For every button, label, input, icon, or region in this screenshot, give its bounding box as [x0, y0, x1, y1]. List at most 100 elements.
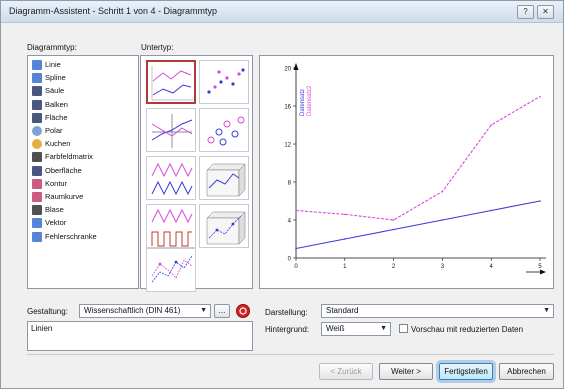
subtype-line-thumb[interactable] — [146, 60, 196, 104]
chart-type-item[interactable]: Polar — [32, 125, 136, 137]
subtype-step-thumb[interactable] — [146, 204, 196, 248]
series-point — [344, 238, 346, 240]
chart-type-item[interactable]: Linie — [32, 59, 136, 71]
chart-type-item[interactable]: Blase — [32, 204, 136, 216]
chart-type-label: Vektor — [45, 218, 67, 228]
chevron-down-icon: ▼ — [200, 307, 207, 314]
chevron-down-icon: ▼ — [543, 307, 550, 314]
series-point — [539, 200, 541, 202]
darstellung-label: Darstellung: — [265, 308, 308, 317]
gestaltung-more-button[interactable]: ... — [214, 304, 230, 318]
darstellung-value: Standard — [326, 306, 359, 315]
chart-type-label: Polar — [45, 126, 63, 135]
chart-type-item[interactable]: Oberfläche — [32, 165, 136, 177]
space-curve-icon — [32, 192, 42, 202]
chart-type-label: Säule — [45, 86, 65, 96]
subtype-dotted-line-thumb[interactable] — [146, 248, 196, 292]
close-button[interactable]: ✕ — [537, 5, 554, 19]
x-tick-label: 1 — [343, 264, 347, 270]
y-tick-label: 8 — [288, 181, 292, 187]
series-point — [539, 95, 541, 98]
subtype-3d-dots-thumb[interactable] — [199, 204, 249, 248]
series-point — [441, 190, 444, 193]
subtype-axes-thumb[interactable] — [146, 108, 196, 152]
x-tick-label: 0 — [294, 264, 298, 270]
surface-chart-icon — [32, 165, 42, 176]
y-tick-label: 4 — [288, 219, 292, 225]
window-title: Diagramm-Assistent - Schritt 1 von 4 - D… — [9, 6, 218, 16]
chart-type-item[interactable]: Fläche — [32, 112, 136, 124]
x-tick-label: 2 — [392, 264, 396, 270]
y-axis-arrow — [293, 63, 299, 70]
chart-type-item[interactable]: Balken — [32, 99, 136, 111]
chart-type-label: Diagrammtyp: — [27, 43, 77, 52]
chart-type-item[interactable]: Fehlerschranke — [32, 231, 136, 243]
hintergrund-select[interactable]: Weiß ▼ — [321, 322, 391, 336]
x-tick-label: 5 — [538, 264, 542, 270]
series-point — [392, 219, 395, 221]
hintergrund-label: Hintergrund: — [265, 325, 310, 334]
column-chart-icon — [32, 86, 42, 97]
finish-button[interactable]: Fertigstellen — [439, 363, 493, 380]
pie-chart-icon — [32, 139, 42, 150]
chart-type-label: Balken — [45, 99, 68, 109]
spline-chart-icon — [32, 73, 42, 84]
chart-type-label: Fläche — [45, 112, 68, 122]
chart-type-item[interactable]: Farbfeldmatrix — [32, 151, 136, 163]
error-bar-icon — [32, 231, 42, 242]
cancel-button[interactable]: Abbrechen — [499, 363, 554, 380]
series-line-2 — [295, 96, 541, 221]
area-chart-icon — [32, 112, 42, 123]
chart-preview: 0 4 8 12 16 20 0 1 2 3 4 5 Datensatz Datensatz2 — [259, 55, 554, 289]
subtype-dots-thumb[interactable] — [199, 60, 249, 104]
subtype-description: Linien — [27, 321, 253, 351]
chart-type-item[interactable]: Säule — [32, 85, 136, 97]
series-label: Datensatz — [300, 89, 306, 116]
series-point — [490, 209, 492, 212]
chart-type-label: Raumkurve — [45, 192, 84, 201]
title-bar: Diagramm-Assistent - Schritt 1 von 4 - D… — [1, 1, 563, 23]
chart-type-item[interactable]: Spline — [32, 72, 136, 84]
subtype-zigzag-thumb[interactable] — [146, 156, 196, 200]
gestaltung-label: Gestaltung: — [27, 307, 68, 316]
bubble-chart-icon — [32, 205, 42, 216]
chart-type-item[interactable]: Raumkurve — [32, 191, 136, 203]
chart-type-label: Linie — [45, 60, 61, 69]
vorschau-checkbox[interactable] — [399, 324, 408, 333]
chart-type-item[interactable]: Vektor — [32, 217, 136, 229]
subtype-panel[interactable] — [140, 55, 253, 292]
series-point — [295, 209, 297, 212]
y-tick-label: 0 — [288, 257, 292, 263]
chart-type-label: Kontur — [45, 178, 68, 188]
bar-chart-icon — [32, 99, 42, 110]
subtype-bubble-thumb[interactable] — [199, 108, 249, 152]
line-chart-icon — [32, 60, 42, 70]
chart-type-label: Blase — [45, 205, 64, 215]
chart-type-label: Spline — [45, 73, 66, 83]
back-button[interactable]: < Zurück — [319, 363, 373, 380]
chart-type-label: Oberfläche — [45, 165, 82, 175]
gestaltung-select[interactable]: Wissenschaftlich (DIN 461) ▼ — [79, 304, 211, 318]
next-button[interactable]: Weiter > — [379, 363, 433, 380]
chart-type-label: Fehlerschranke — [45, 231, 97, 241]
subtype-3d-line-thumb[interactable] — [199, 156, 249, 200]
series-point — [295, 247, 297, 250]
help-button[interactable]: ? — [517, 5, 534, 19]
contour-chart-icon — [32, 178, 42, 189]
delete-icon — [239, 307, 247, 315]
chart-type-label: Kuchen — [45, 139, 71, 149]
chart-type-item[interactable]: Kontur — [32, 178, 136, 190]
x-tick-label: 4 — [490, 264, 494, 270]
chevron-down-icon: ▼ — [380, 325, 387, 332]
chart-type-list[interactable]: Linie Spline Säule Balken Fläche Polar Kuchen F… — [27, 55, 139, 289]
chart-type-item[interactable]: Kuchen — [32, 138, 136, 150]
series-point — [344, 213, 346, 216]
polar-chart-icon — [32, 126, 42, 136]
x-tick-label: 3 — [441, 264, 445, 270]
delete-style-button[interactable] — [236, 304, 250, 318]
darstellung-select[interactable]: Standard ▼ — [321, 304, 554, 318]
series-point — [441, 219, 444, 221]
subtype-label: Untertyp: — [141, 43, 174, 52]
gestaltung-value: Wissenschaftlich (DIN 461) — [84, 306, 181, 315]
